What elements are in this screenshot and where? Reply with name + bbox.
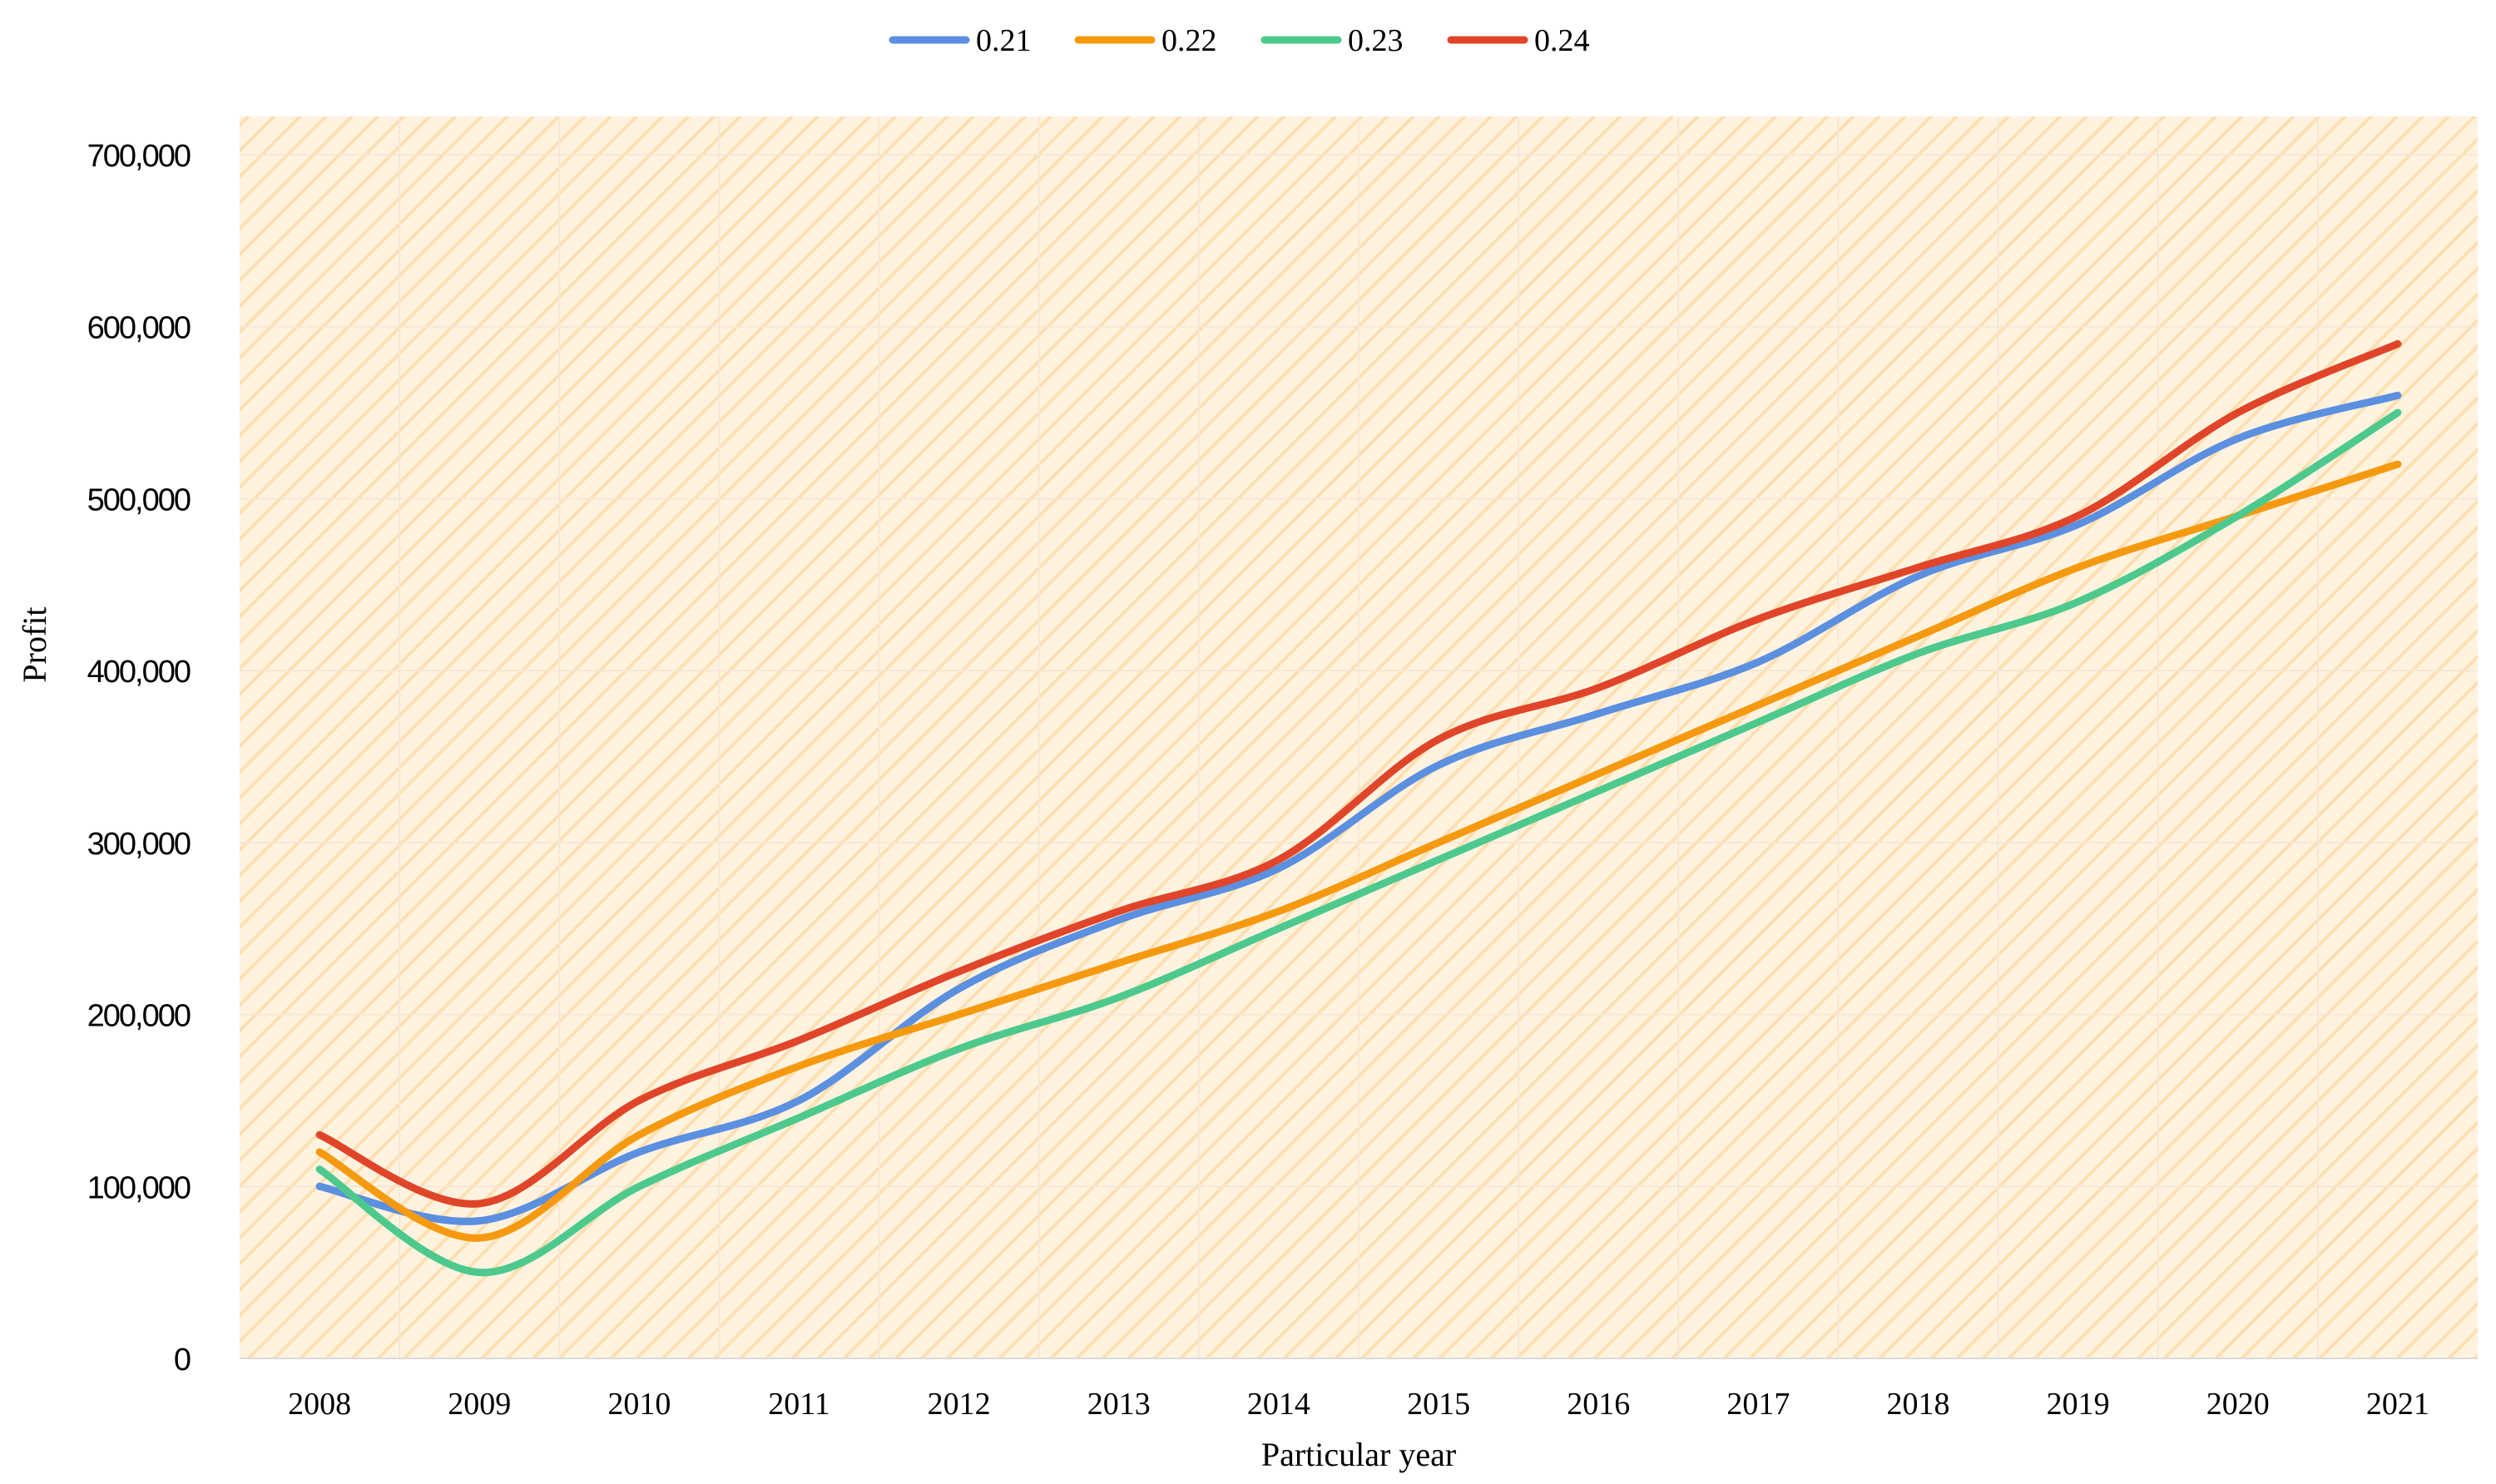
y-tick-label: 700,000 xyxy=(87,139,191,174)
x-tick-label: 2019 xyxy=(2047,1387,2110,1422)
legend-item: 0.23 xyxy=(1260,23,1404,58)
legend-label: 0.23 xyxy=(1348,23,1404,58)
legend-item: 0.21 xyxy=(889,23,1032,58)
x-tick-label: 2008 xyxy=(288,1387,351,1422)
series-line-0-21 xyxy=(315,391,2402,1225)
x-tick-label: 2009 xyxy=(448,1387,511,1422)
series-line-0-23 xyxy=(315,408,2402,1277)
axis-ticks: 0 100,000 200,000 300,000 400,000 500,000 600,… xyxy=(87,139,2429,1422)
series-lines xyxy=(315,339,2402,1277)
x-axis-title: Particular year xyxy=(1261,1436,1456,1473)
x-tick-label: 2020 xyxy=(2206,1387,2270,1422)
y-tick-label: 0 xyxy=(174,1343,191,1378)
x-tick-label: 2021 xyxy=(2366,1387,2429,1422)
y-tick-label: 500,000 xyxy=(87,482,191,517)
x-tick-label: 2017 xyxy=(1726,1387,1790,1422)
x-tick-label: 2014 xyxy=(1247,1387,1310,1422)
x-tick-label: 2011 xyxy=(768,1387,830,1422)
x-tick-label: 2012 xyxy=(928,1387,991,1422)
legend: 0.21 0.22 0.23 0.24 xyxy=(889,23,1590,58)
y-tick-label: 600,000 xyxy=(87,311,191,346)
y-tick-label: 200,000 xyxy=(87,999,191,1034)
x-tick-label: 2015 xyxy=(1407,1387,1470,1422)
y-tick-label: 400,000 xyxy=(87,655,191,690)
legend-item: 0.24 xyxy=(1447,23,1590,58)
y-tick-label: 100,000 xyxy=(87,1170,191,1205)
y-axis-title: Profit xyxy=(16,606,53,682)
y-tick-label: 300,000 xyxy=(87,827,191,862)
legend-label: 0.24 xyxy=(1534,23,1590,58)
x-tick-label: 2013 xyxy=(1087,1387,1151,1422)
x-tick-label: 2018 xyxy=(1887,1387,1950,1422)
series-line-0-24 xyxy=(315,339,2402,1208)
x-tick-label: 2016 xyxy=(1567,1387,1630,1422)
legend-label: 0.21 xyxy=(976,23,1032,58)
x-tick-label: 2010 xyxy=(607,1387,671,1422)
legend-label: 0.22 xyxy=(1161,23,1217,58)
series-line-0-22 xyxy=(315,460,2402,1242)
legend-item: 0.22 xyxy=(1074,23,1217,58)
